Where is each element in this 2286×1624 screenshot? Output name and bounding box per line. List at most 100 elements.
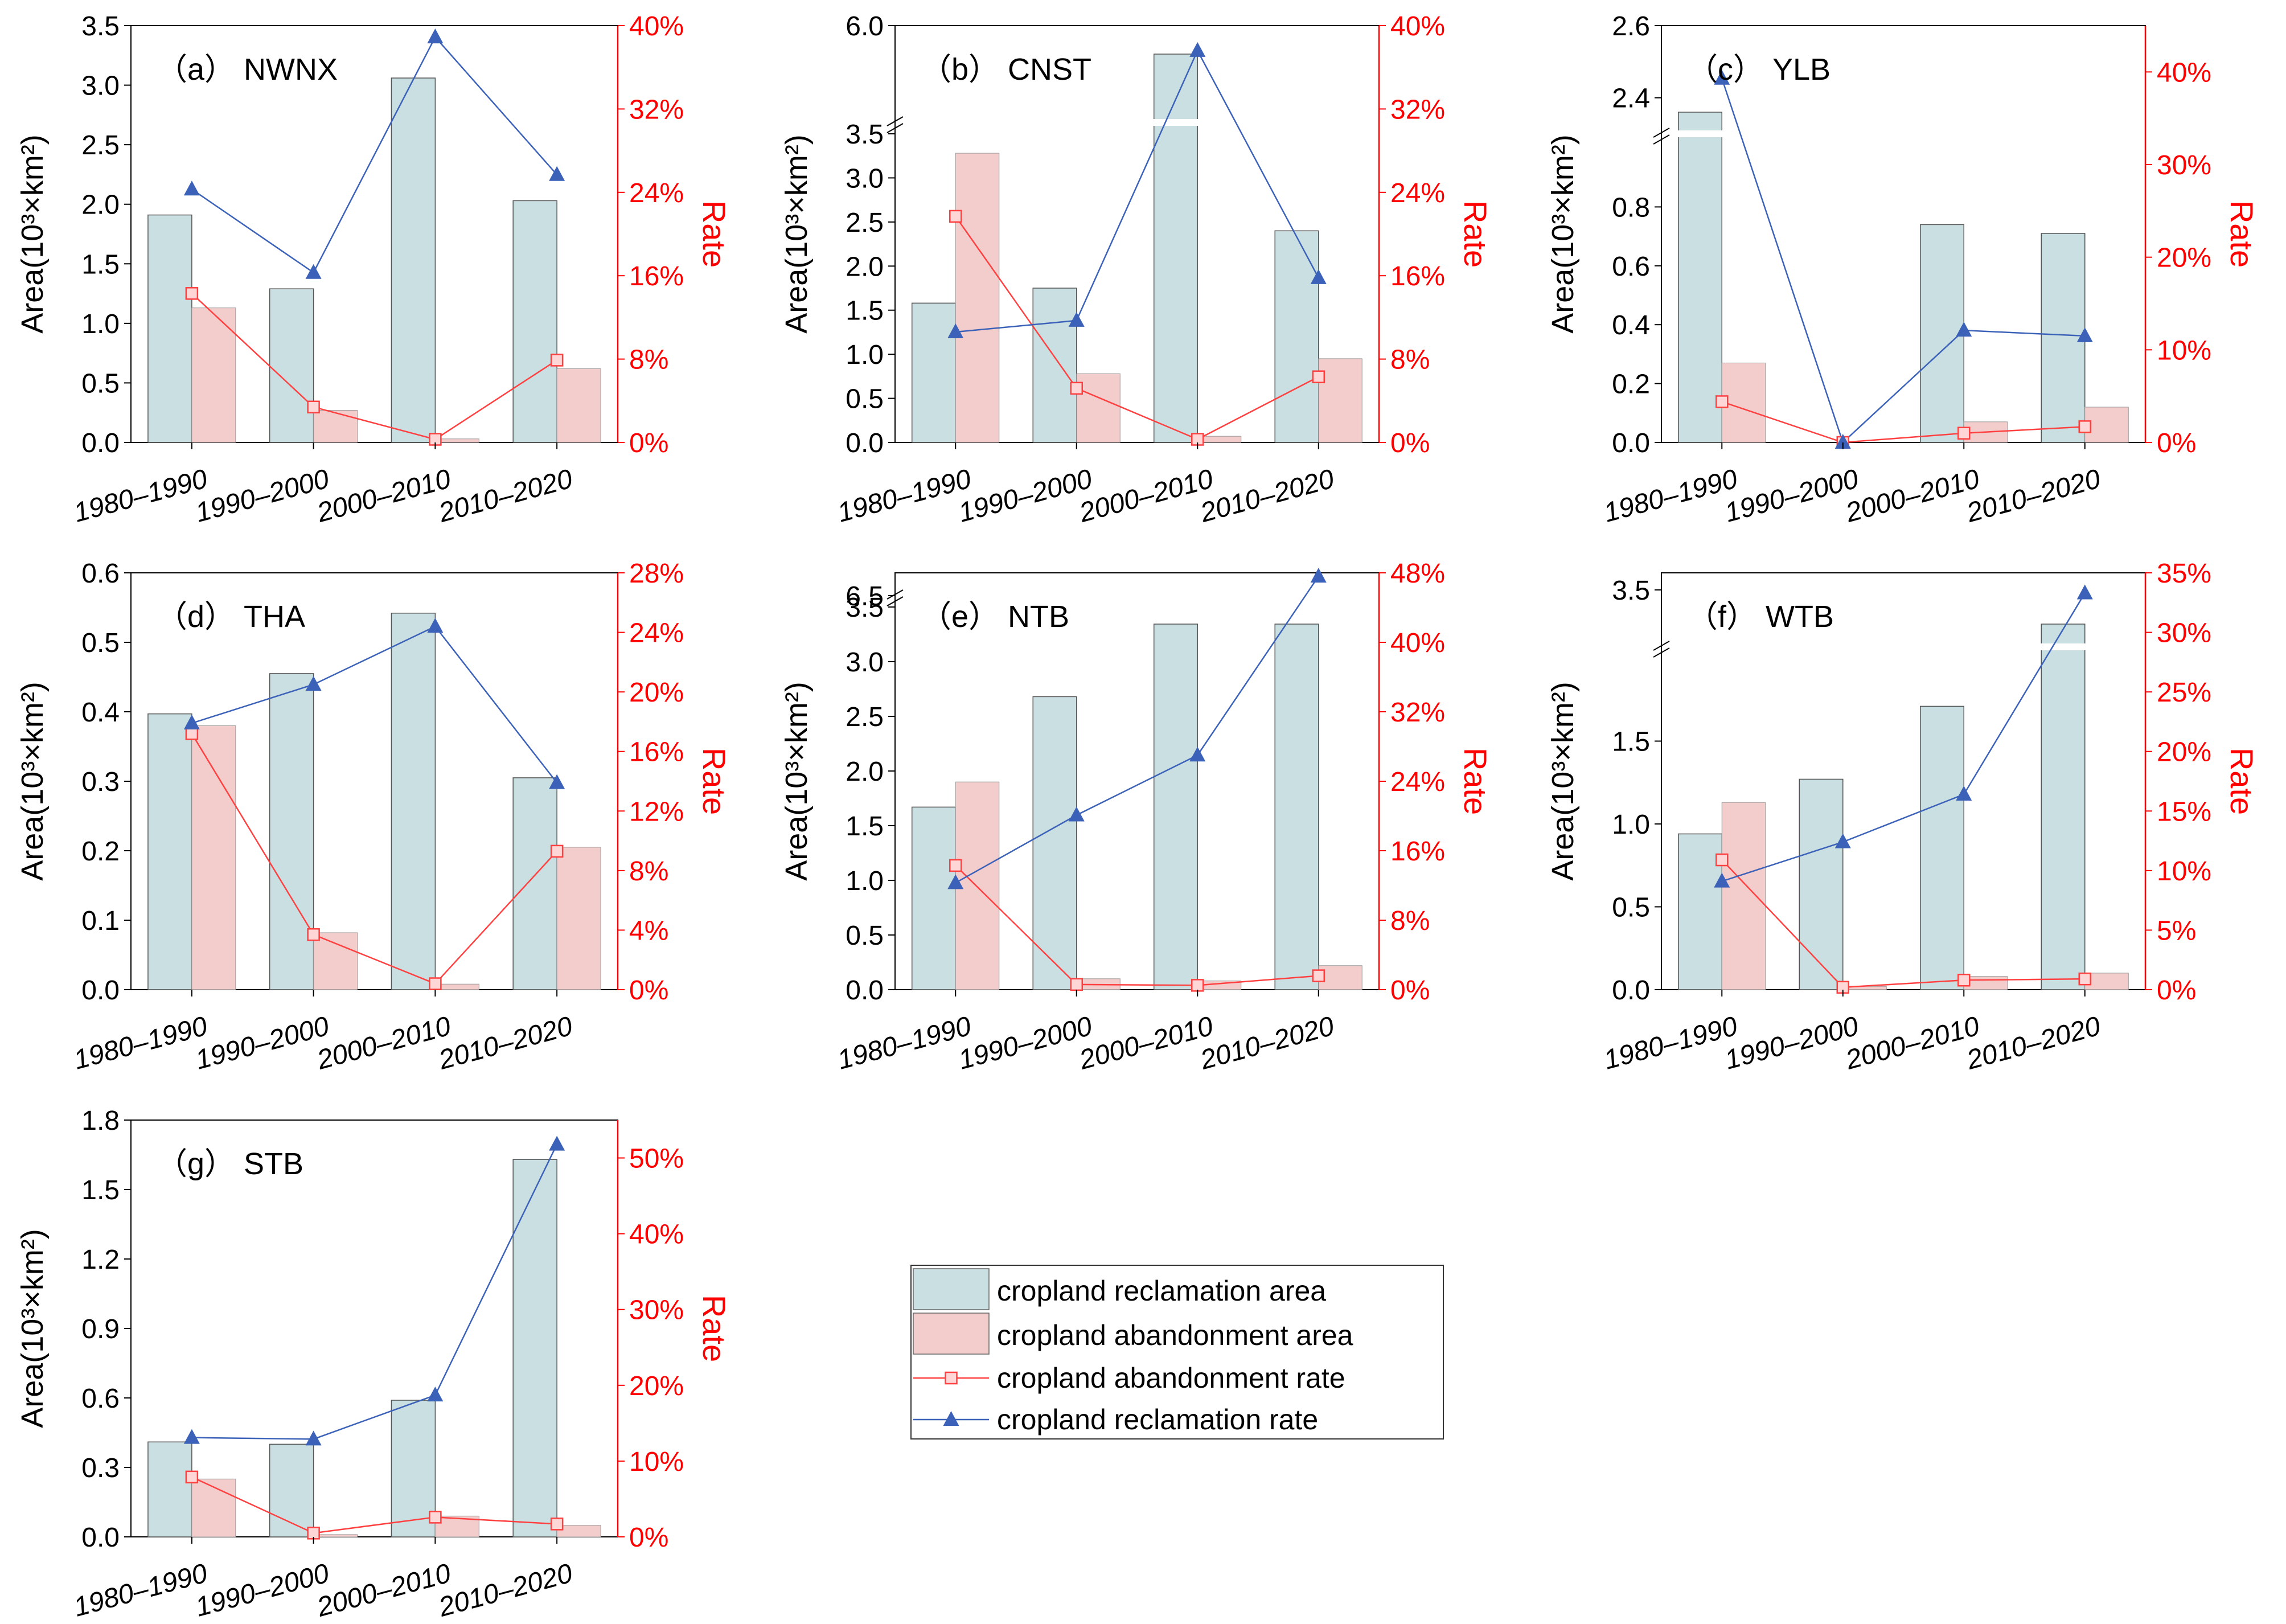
y2-tick-label: 20% [629, 1371, 684, 1401]
bar-reclamation-2000–2010 [1154, 54, 1198, 443]
marker-reclamation-rate-1980–1990 [183, 181, 200, 196]
x-tick-label: 1980–1990 [71, 464, 211, 528]
marker-abandonment-rate-1990–2000 [1070, 978, 1083, 991]
bar-abandonment-2000–2010 [1197, 436, 1242, 443]
y2-axis-title: Rate [1458, 200, 1493, 268]
y-tick-label: 0.2 [81, 836, 120, 867]
bar-abandonment-2000–2010 [434, 983, 479, 990]
panel-title: （a） NWNX [157, 52, 338, 87]
x-tick-label: 1980–1990 [834, 1011, 974, 1075]
marker-reclamation-rate-1980–1990 [947, 874, 964, 889]
marker-abandonment-rate-2000–2010 [1957, 974, 1971, 987]
y2-tick-label: 10% [629, 1447, 684, 1477]
y-tick-label: 0.6 [81, 559, 120, 589]
y-tick-label: 1.5 [81, 249, 120, 280]
y-axis-title: Area(10³×km²) [15, 1229, 50, 1428]
y2-tick-label: 40% [1390, 11, 1445, 42]
bar-abandonment-1980–1990 [1721, 362, 1766, 443]
x-tick-label: 2000–2010 [1076, 464, 1216, 528]
y2-tick-label: 15% [2157, 797, 2211, 827]
marker-reclamation-rate-2010–2020 [549, 774, 565, 789]
y-tick-label: 3.5 [846, 593, 884, 623]
y-tick-label: 2.0 [81, 190, 120, 220]
y-tick-label: 1.5 [846, 296, 884, 326]
axis-break-mark [887, 589, 1320, 606]
bar-reclamation-1990–2000 [269, 288, 314, 443]
bar-abandonment-2010–2020 [1318, 358, 1362, 443]
marker-abandonment-rate-2000–2010 [1191, 979, 1204, 992]
y2-tick-label: 20% [2157, 737, 2211, 768]
y-tick-label: 0.0 [81, 428, 120, 458]
y-tick-label: 2.0 [846, 252, 884, 282]
y2-axis-title: Rate [1458, 748, 1493, 815]
y2-tick-label: 48% [1390, 559, 1445, 589]
bar-abandonment-1980–1990 [191, 1478, 236, 1537]
line-abandonment-rate [955, 865, 1319, 986]
axis-break-mark [1653, 641, 2086, 658]
x-tick-label: 2010–2020 [1197, 1011, 1337, 1076]
marker-abandonment-rate-1980–1990 [1715, 853, 1729, 867]
legend-label-1: cropland abandonment area [997, 1319, 1353, 1351]
y-tick-label: 0.5 [81, 628, 120, 658]
marker-reclamation-rate-1980–1990 [947, 323, 964, 339]
y-tick-label: 1.0 [846, 340, 884, 370]
x-tick-label: 1990–2000 [192, 1011, 333, 1075]
y2-tick-label: 40% [1390, 628, 1445, 658]
y-axis-title: Area(10³×km²) [15, 134, 50, 334]
break-slash [887, 123, 904, 133]
bar-abandonment-2000–2010 [1963, 976, 2008, 990]
marker-abandonment-rate-1980–1990 [185, 1470, 199, 1484]
y-tick-label: 0.0 [1612, 428, 1650, 458]
y-tick-label: 0.9 [81, 1314, 120, 1344]
line-reclamation-rate [191, 1144, 558, 1440]
y-axis-title: Area(10³×km²) [1546, 682, 1580, 881]
x-tick-label: 1990–2000 [1722, 464, 1862, 528]
y-tick-label-upper: 2.6 [1612, 11, 1650, 42]
bar-reclamation-2010–2020 [512, 200, 557, 443]
y2-tick-label: 0% [629, 1523, 668, 1553]
y2-tick-label: 30% [2157, 150, 2211, 181]
line-abandonment-rate [191, 293, 557, 440]
break-slash [1653, 134, 1670, 145]
y2-axis-title: Rate [696, 200, 732, 268]
legend: cropland reclamation area cropland abando… [910, 1265, 1444, 1440]
x-tick-label: 2000–2010 [1842, 1011, 1983, 1076]
y-axis-title: Area(10³×km²) [779, 682, 814, 881]
line-abandonment-rate [955, 216, 1319, 440]
x-tick-label: 2010–2020 [1963, 464, 2104, 528]
bar-reclamation-1980–1990 [912, 302, 956, 443]
bar-reclamation-1980–1990 [147, 1441, 192, 1537]
marker-abandonment-rate-1980–1990 [1715, 395, 1729, 408]
chart-panel-b: 0.0 0.5 1.0 1.5 2.0 2.5 3.0 3.5 6.0 0% 8% 16% 24% 32%… [779, 11, 1493, 528]
y2-axis-title: Rate [2224, 748, 2260, 815]
bar-reclamation-2000–2010 [1154, 624, 1198, 990]
x-tick-label: 1980–1990 [834, 464, 974, 528]
y2-tick-label: 8% [629, 345, 668, 375]
x-tick-label: 1990–2000 [1722, 1011, 1862, 1075]
legend-label-2: cropland abandonment rate [997, 1362, 1345, 1394]
y-tick-label: 0.0 [1612, 975, 1650, 1006]
x-tick-label: 2000–2010 [313, 1558, 454, 1623]
bar-reclamation-2000–2010 [1920, 706, 1964, 990]
y-tick-label-upper: 6.5 [846, 581, 884, 612]
chart-panel-a: 0.0 0.5 1.0 1.5 2.0 2.5 3.0 3.5 0% 8% 16% 24% 32% 40%… [15, 11, 732, 528]
x-tick-label: 1980–1990 [71, 1011, 211, 1075]
y2-axis-title: Rate [696, 1295, 732, 1362]
bar-reclamation-1990–2000 [1032, 696, 1077, 990]
bar-abandonment-2010–2020 [556, 368, 601, 443]
marker-reclamation-rate-2010–2020 [2076, 327, 2093, 342]
y-tick-label: 1.5 [81, 1175, 120, 1205]
marker-abandonment-rate-1980–1990 [949, 210, 962, 223]
y-tick-label: 2.5 [846, 702, 884, 732]
y-tick-label: 2.5 [81, 130, 120, 161]
y-tick-label: 3.0 [846, 163, 884, 194]
marker-reclamation-rate-2000–2010 [1189, 747, 1206, 762]
marker-abandonment-rate-1990–2000 [307, 928, 320, 941]
marker-reclamation-rate-2000–2010 [1956, 786, 1972, 801]
break-slash [1653, 641, 1670, 651]
y-tick-label: 0.0 [81, 975, 120, 1006]
marker-reclamation-rate-2010–2020 [1310, 568, 1327, 583]
bar-break-gap [2040, 643, 2086, 650]
chart-panel-f: 0.0 0.5 1.0 1.5 3.5 0% 5% 10% 15% 20% 25% 30% 35% 198… [1546, 559, 2260, 1076]
x-tick-label: 2010–2020 [435, 1011, 576, 1076]
